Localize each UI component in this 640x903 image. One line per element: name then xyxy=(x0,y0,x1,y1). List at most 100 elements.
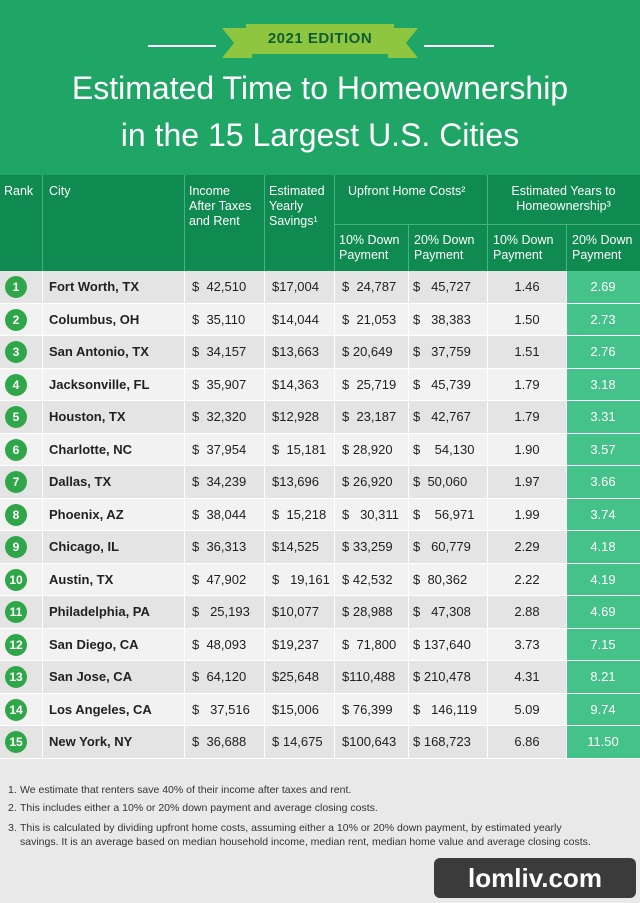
table-row: 14 Los Angeles, CA $ 37,516 $15,006 $ 76,399… xyxy=(0,693,640,726)
upfront-20-value: $ 54,130 xyxy=(413,441,475,457)
table-row: 8 Phoenix, AZ $ 38,044 $ 15,218 $ 30,311 $ 56… xyxy=(0,498,640,531)
column-separator xyxy=(487,693,488,725)
column-separator xyxy=(334,271,335,303)
income-value: $ 34,239 xyxy=(192,474,247,489)
col-header-line: 10% Down xyxy=(493,233,554,247)
column-separator xyxy=(487,466,488,498)
table-row: 1 Fort Worth, TX $ 42,510 $17,004 $ 24,787 $ … xyxy=(0,271,640,304)
header-divider xyxy=(184,175,185,271)
income-value: $ 35,907 xyxy=(192,376,247,392)
column-separator xyxy=(408,563,409,595)
column-separator xyxy=(487,563,488,595)
header-divider xyxy=(408,224,409,271)
col-header-income-line: After Taxes xyxy=(189,199,252,213)
table-row: 5 Houston, TX $ 32,320 $12,928 $ 23,187 $ 42,… xyxy=(0,401,640,434)
savings-value: $25,648 xyxy=(272,669,319,684)
column-separator xyxy=(42,726,43,758)
rank-badge: 14 xyxy=(5,698,27,721)
upfront-20-value: $ 45,727 xyxy=(413,279,471,294)
column-separator xyxy=(334,303,335,335)
upfront-10-value: $ 25,719 xyxy=(342,376,397,392)
header-banner: 2021 EDITION Estimated Time to Homeowner… xyxy=(0,0,640,175)
col-header-years-line: Homeownership³ xyxy=(516,199,611,213)
column-separator xyxy=(408,336,409,368)
rank-badge: 8 xyxy=(5,503,27,526)
income-value: $ 64,120 xyxy=(192,669,247,684)
rank-badge: 5 xyxy=(5,406,27,428)
column-separator xyxy=(184,531,185,563)
years-10-value: 2.22 xyxy=(514,571,540,587)
column-separator xyxy=(184,596,185,628)
upfront-10-value: $110,488 xyxy=(342,669,396,684)
header-divider xyxy=(566,224,567,271)
column-separator xyxy=(184,498,185,530)
column-separator xyxy=(487,271,488,303)
savings-value: $14,044 xyxy=(272,311,319,327)
footnote-text: This is calculated by dividing upfront h… xyxy=(20,822,591,848)
column-separator xyxy=(334,433,335,465)
savings-value: $12,928 xyxy=(272,409,319,424)
column-separator xyxy=(566,628,567,660)
income-value: $ 38,044 xyxy=(192,506,247,522)
income-value: $ 32,320 xyxy=(192,409,247,424)
column-separator xyxy=(487,401,488,433)
table-row: 7 Dallas, TX $ 34,239 $13,696 $ 26,920 $ 50,0… xyxy=(0,466,640,499)
column-separator xyxy=(566,466,567,498)
column-separator xyxy=(487,498,488,530)
col-header-income-line: Income xyxy=(189,184,230,198)
col-header-line: 20% Down xyxy=(414,233,475,247)
income-value: $ 25,193 xyxy=(192,604,250,619)
column-separator xyxy=(42,596,43,628)
years-10-value: 4.31 xyxy=(514,669,540,684)
col-header-income: Income After Taxes and Rent xyxy=(189,184,251,229)
years-20-value: 8.21 xyxy=(566,661,640,693)
footnote-text: This includes either a 10% or 20% down p… xyxy=(20,802,378,814)
upfront-10-value: $ 20,649 xyxy=(342,344,393,359)
savings-value: $17,004 xyxy=(272,279,319,294)
column-separator xyxy=(334,596,335,628)
column-separator xyxy=(487,368,488,400)
city-name: San Diego, CA xyxy=(49,636,139,652)
rank-badge: 6 xyxy=(5,438,27,461)
column-separator xyxy=(487,433,488,465)
rank-badge: 1 xyxy=(5,276,27,298)
column-separator xyxy=(42,531,43,563)
upfront-20-value: $ 45,739 xyxy=(413,376,471,392)
column-separator xyxy=(264,271,265,303)
column-separator xyxy=(42,466,43,498)
column-separator xyxy=(408,466,409,498)
column-separator xyxy=(184,401,185,433)
upfront-20-value: $ 42,767 xyxy=(413,409,471,424)
col-header-savings: Estimated Yearly Savings¹ xyxy=(269,184,325,229)
city-name: Philadelphia, PA xyxy=(49,604,150,619)
col-header-line: 10% Down xyxy=(339,233,400,247)
footnote-3: 3. This is calculated by dividing upfront… xyxy=(8,821,608,849)
column-separator xyxy=(408,368,409,400)
years-20-value: 3.74 xyxy=(566,498,640,530)
col-header-rank: Rank xyxy=(4,184,34,198)
upfront-10-value: $ 30,311 xyxy=(342,506,399,522)
years-20-value: 3.31 xyxy=(566,401,640,433)
footnote-number: 1. xyxy=(8,784,17,796)
upfront-20-value: $ 56,971 xyxy=(413,506,475,522)
col-header-years-line: Estimated Years to xyxy=(511,184,616,198)
column-separator xyxy=(334,498,335,530)
years-10-value: 1.79 xyxy=(514,409,540,424)
years-20-value: 2.69 xyxy=(566,271,640,303)
column-separator xyxy=(264,466,265,498)
income-value: $ 36,313 xyxy=(192,539,247,554)
city-name: New York, NY xyxy=(49,734,133,749)
column-separator xyxy=(264,693,265,725)
years-20-value: 2.73 xyxy=(566,303,640,335)
column-separator xyxy=(264,661,265,693)
column-separator xyxy=(408,596,409,628)
city-name: San Jose, CA xyxy=(49,669,133,684)
column-separator xyxy=(408,661,409,693)
column-separator xyxy=(566,661,567,693)
column-separator xyxy=(42,336,43,368)
years-20-value: 2.76 xyxy=(566,336,640,368)
edition-rule-left xyxy=(148,45,216,47)
city-name: Los Angeles, CA xyxy=(49,701,152,717)
upfront-10-value: $ 33,259 xyxy=(342,539,393,554)
table-row: 9 Chicago, IL $ 36,313 $14,525 $ 33,259 $ 60,… xyxy=(0,531,640,564)
